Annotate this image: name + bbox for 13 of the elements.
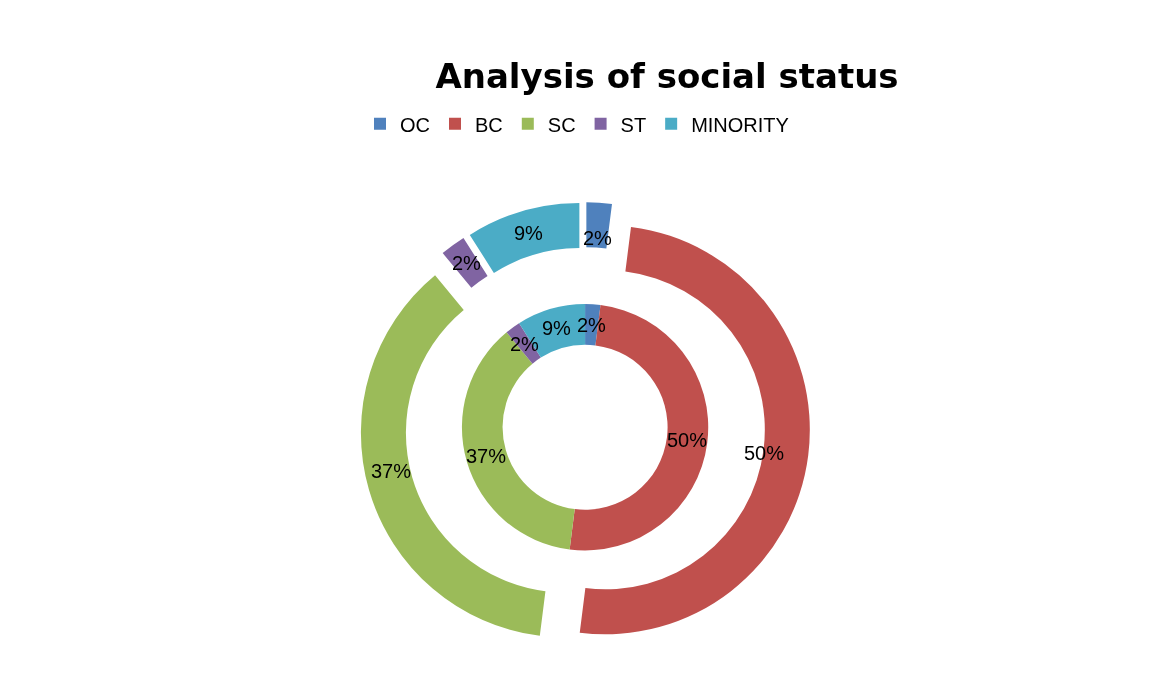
data-label: 37% — [466, 445, 507, 467]
legend-label: MINORITY — [691, 113, 789, 136]
legend-label: OC — [400, 113, 430, 136]
legend-label: ST — [620, 113, 647, 136]
data-label: 2% — [452, 252, 482, 274]
legend-label: BC — [475, 113, 503, 136]
chart-title: Analysis of social status — [435, 55, 899, 96]
data-label: 2% — [510, 333, 540, 355]
data-label: 9% — [514, 222, 544, 244]
legend-label: SC — [547, 113, 576, 136]
data-label: 50% — [667, 429, 708, 451]
data-label: 9% — [542, 317, 572, 339]
data-label: 37% — [371, 460, 412, 482]
